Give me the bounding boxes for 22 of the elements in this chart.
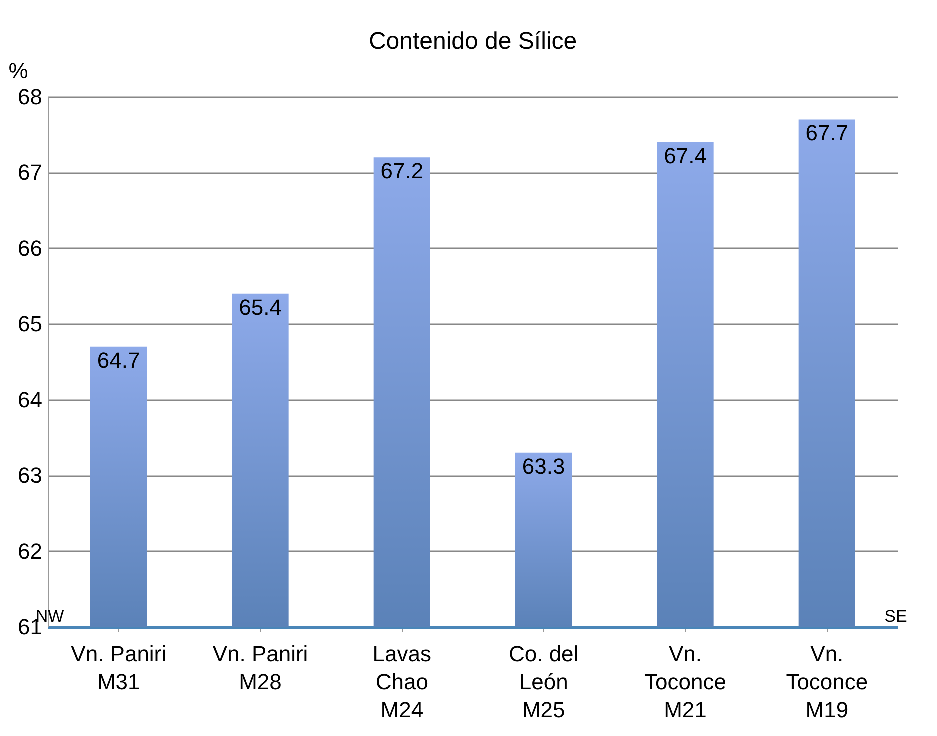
data-label: 63.3 (522, 454, 566, 479)
x-tick-label: Vn. Toconce M19 (786, 642, 868, 722)
data-label: 65.4 (239, 294, 282, 320)
y-tick-label: 62 (18, 538, 42, 564)
x-tick-label: Lavas Chao M24 (372, 642, 432, 722)
x-tick-label: Vn. Toconce M21 (644, 642, 726, 722)
data-label: 64.7 (97, 348, 140, 373)
x-tick-label: Co. del León M25 (508, 642, 579, 722)
annotation: SE (884, 607, 908, 626)
x-tick-label: Vn. Paniri M31 (71, 642, 167, 694)
y-tick-label: 67 (18, 160, 42, 186)
chart-title: Contenido de Sílice (368, 28, 578, 55)
y-tick-label: 64 (18, 387, 42, 412)
data-label: 67.4 (664, 143, 707, 168)
y-axis-title: % (8, 58, 28, 84)
y-tick-label: 65 (18, 312, 42, 337)
y-tick-label: 66 (18, 236, 42, 261)
x-tick-label: Vn. Paniri M28 (212, 642, 308, 694)
y-tick-label: 68 (18, 84, 42, 110)
data-label: 67.7 (806, 120, 849, 146)
y-tick-label: 63 (18, 463, 42, 488)
data-label: 67.2 (380, 158, 424, 184)
